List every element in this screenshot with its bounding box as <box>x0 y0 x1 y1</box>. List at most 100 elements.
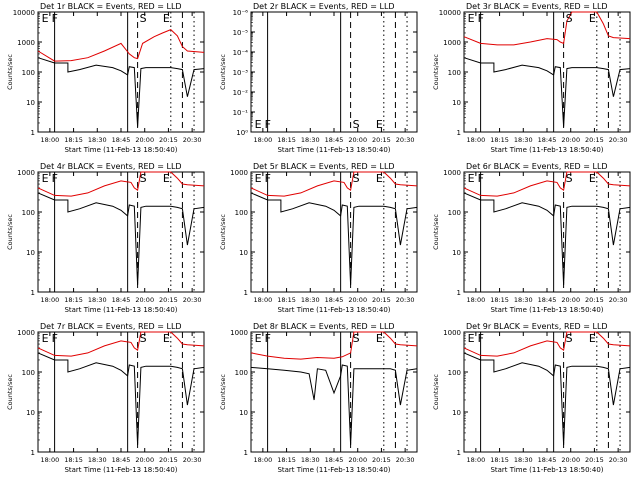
y-tick-label: 100 <box>448 369 461 377</box>
y-tick-label: 1000 <box>17 169 35 177</box>
marker-label: F <box>265 172 271 185</box>
panel-det-1: Det 1r BLACK = Events, RED = LLD 1 10 100 10… <box>6 2 205 154</box>
marker-label: E <box>468 12 475 25</box>
y-tick-label: 1 <box>31 289 35 297</box>
x-tick-label: 20:30 <box>183 456 202 464</box>
y-tick-label: 100 <box>448 209 461 217</box>
panel-det-6: Det 6r BLACK = Events, RED = LLD 1 10 100 10… <box>432 162 631 314</box>
y-tick-label: 10⁻⁶ <box>233 9 249 17</box>
panel-det-8: Det 8r BLACK = Events, RED = LLD 1 10 100 10… <box>219 322 418 474</box>
marker-label: F <box>52 332 58 345</box>
x-tick-label: 18:45 <box>538 136 557 144</box>
x-axis-label: Start Time (11-Feb-13 18:50:40) <box>490 146 603 154</box>
axes-frame <box>463 331 631 453</box>
y-tick-label: 1 <box>457 129 461 137</box>
marker-label: S <box>566 12 573 25</box>
y-tick-label: 10 <box>452 409 461 417</box>
series-events-line <box>37 57 205 127</box>
marker-label: E <box>376 118 383 131</box>
y-axis-label: Counts/sec <box>6 374 14 410</box>
y-tick-label: 100 <box>448 69 461 77</box>
x-tick-label: 20:15 <box>585 456 604 464</box>
x-tick-label: 20:30 <box>396 456 415 464</box>
marker-label: S <box>140 172 147 185</box>
marker-label: E <box>163 332 170 345</box>
x-tick-label: 20:00 <box>561 456 580 464</box>
marker-label: E <box>255 332 262 345</box>
panel-title: Det 5r BLACK = Events, RED = LLD <box>253 162 395 171</box>
y-tick-label: 10 <box>239 249 248 257</box>
axes-frame <box>250 11 418 133</box>
y-tick-label: 1000 <box>230 329 248 337</box>
y-tick-label: 10⁻⁵ <box>233 29 249 37</box>
series-lld-line <box>37 29 205 62</box>
x-tick-label: 18:00 <box>466 296 485 304</box>
y-tick-label: 10⁻³ <box>233 69 249 77</box>
y-tick-label: 10⁻² <box>233 89 249 97</box>
x-tick-label: 18:30 <box>88 296 107 304</box>
marker-label: E <box>589 172 596 185</box>
x-tick-label: 18:15 <box>64 136 83 144</box>
x-axis-label: Start Time (11-Feb-13 18:50:40) <box>64 466 177 474</box>
x-tick-label: 20:00 <box>135 296 154 304</box>
x-tick-label: 18:15 <box>277 456 296 464</box>
y-axis-label: Counts/sec <box>432 54 440 90</box>
x-tick-label: 20:30 <box>183 136 202 144</box>
y-tick-label: 10000 <box>13 9 35 17</box>
series-events-line <box>463 57 631 127</box>
x-tick-label: 20:30 <box>396 136 415 144</box>
y-tick-label: 10 <box>452 99 461 107</box>
x-tick-label: 20:30 <box>396 296 415 304</box>
x-axis-label: Start Time (11-Feb-13 18:50:40) <box>277 466 390 474</box>
x-axis-label: Start Time (11-Feb-13 18:50:40) <box>64 306 177 314</box>
x-tick-label: 20:30 <box>183 296 202 304</box>
x-tick-label: 18:30 <box>514 136 533 144</box>
x-tick-label: 20:15 <box>159 296 178 304</box>
marker-label: E <box>376 332 383 345</box>
x-axis-label: Start Time (11-Feb-13 18:50:40) <box>490 466 603 474</box>
marker-label: E <box>163 12 170 25</box>
axes-frame <box>37 331 205 453</box>
marker-label: S <box>140 332 147 345</box>
x-tick-label: 20:00 <box>561 136 580 144</box>
y-tick-label: 1 <box>244 289 248 297</box>
x-tick-label: 20:00 <box>135 456 154 464</box>
x-tick-label: 18:15 <box>64 296 83 304</box>
y-tick-label: 1 <box>31 129 35 137</box>
x-tick-label: 18:45 <box>325 296 344 304</box>
marker-label: E <box>255 172 262 185</box>
marker-label: S <box>566 172 573 185</box>
marker-label: F <box>265 332 271 345</box>
x-tick-label: 18:00 <box>466 136 485 144</box>
panel-title: Det 2r BLACK = Events, RED = LLD <box>253 2 395 11</box>
series-events-line <box>250 364 418 446</box>
series-events-line <box>37 192 205 286</box>
x-tick-label: 20:15 <box>585 296 604 304</box>
marker-label: F <box>478 12 484 25</box>
y-tick-label: 10⁻⁴ <box>233 49 249 57</box>
panel-det-9: Det 9r BLACK = Events, RED = LLD 1 10 100 10… <box>432 322 631 474</box>
x-tick-label: 18:45 <box>538 456 557 464</box>
x-tick-label: 18:00 <box>40 456 59 464</box>
axes-frame <box>250 171 418 293</box>
x-tick-label: 20:00 <box>348 296 367 304</box>
x-tick-label: 18:00 <box>40 296 59 304</box>
x-tick-label: 18:15 <box>277 136 296 144</box>
y-tick-label: 10 <box>26 409 35 417</box>
y-axis-label: Counts/sec <box>432 214 440 250</box>
marker-label: E <box>42 12 49 25</box>
x-tick-label: 20:00 <box>348 456 367 464</box>
x-tick-label: 18:15 <box>64 456 83 464</box>
y-tick-label: 1 <box>31 449 35 457</box>
x-tick-label: 18:00 <box>40 136 59 144</box>
axes-frame <box>463 11 631 133</box>
marker-label: E <box>255 118 262 131</box>
y-tick-label: 10⁰ <box>236 129 248 137</box>
x-axis-label: Start Time (11-Feb-13 18:50:40) <box>277 146 390 154</box>
x-tick-label: 20:30 <box>609 456 628 464</box>
x-tick-label: 20:00 <box>561 296 580 304</box>
y-tick-label: 10 <box>452 249 461 257</box>
y-tick-label: 1 <box>457 449 461 457</box>
